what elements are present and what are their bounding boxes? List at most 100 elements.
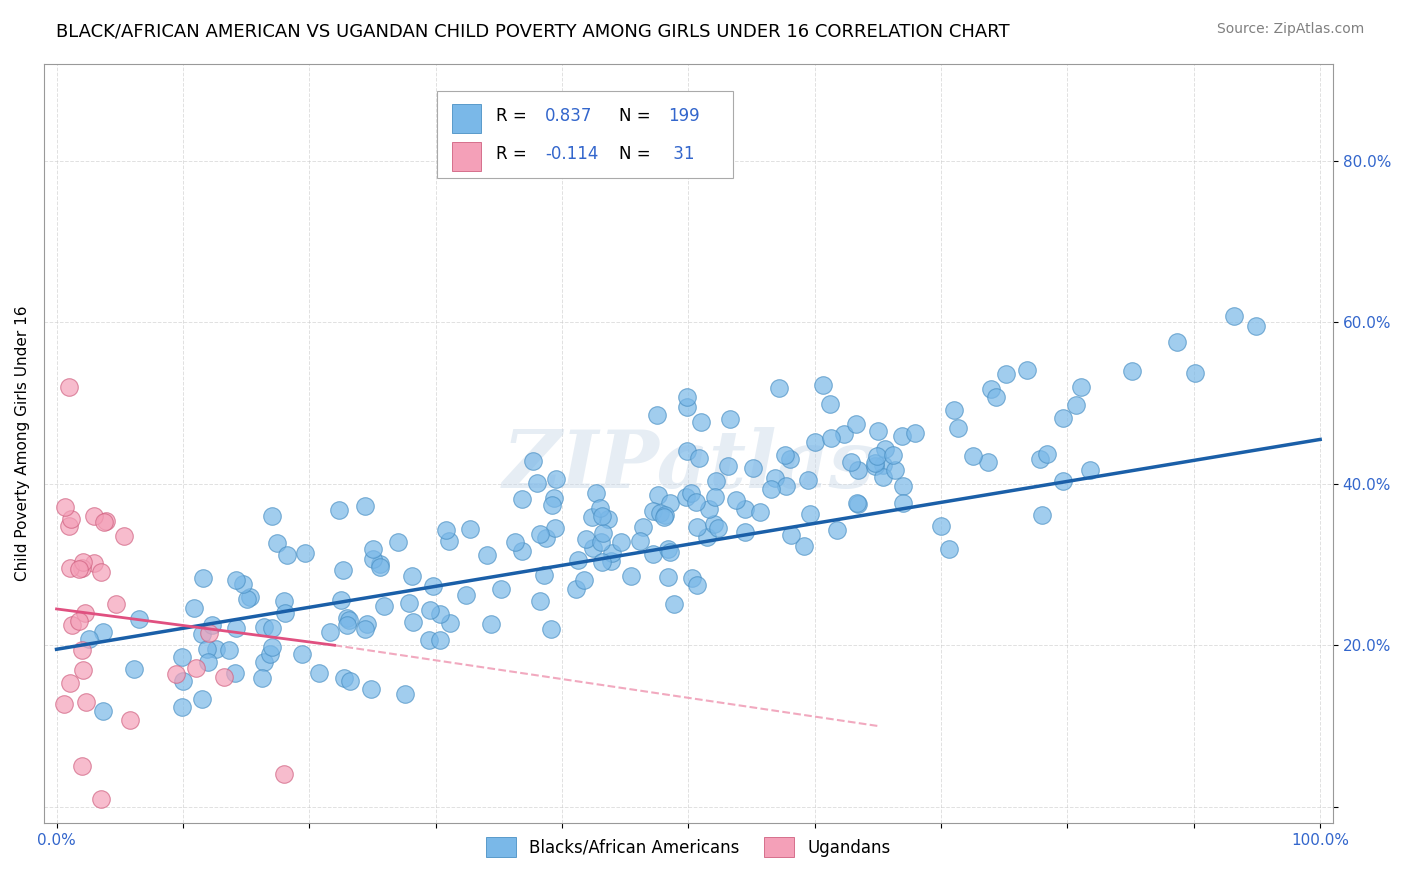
Point [654, 508, 676, 522]
Point [759, 482, 782, 496]
Point [262, 621, 284, 635]
Point [419, 603, 441, 617]
Point [239, 591, 262, 605]
Point [1166, 335, 1188, 350]
Point [60, 512, 83, 526]
Point [567, 553, 589, 567]
Point [90, 565, 112, 579]
Point [652, 510, 675, 524]
Text: N =: N = [619, 145, 655, 163]
Point [591, 535, 613, 549]
Point [67, 615, 90, 629]
Point [170, 650, 193, 665]
Point [332, 563, 354, 577]
Text: R =: R = [496, 145, 533, 163]
Point [686, 520, 709, 534]
Point [820, 432, 842, 446]
Point [773, 449, 796, 463]
Point [172, 699, 194, 714]
Point [53, 500, 76, 514]
Point [658, 496, 681, 510]
Point [354, 500, 377, 514]
Point [252, 619, 274, 633]
Point [70, 643, 93, 657]
Point [454, 588, 477, 602]
Point [704, 490, 727, 504]
Point [59, 676, 82, 690]
Point [1029, 452, 1052, 467]
Point [688, 451, 710, 466]
Point [891, 496, 914, 510]
Point [696, 530, 718, 544]
Point [592, 526, 614, 541]
Point [398, 597, 420, 611]
Point [337, 613, 360, 627]
Point [402, 615, 425, 629]
Point [1184, 366, 1206, 380]
Point [872, 458, 894, 472]
Point [647, 488, 669, 502]
Point [510, 544, 533, 558]
Point [681, 571, 703, 585]
Point [872, 470, 894, 484]
Point [1121, 363, 1143, 377]
Text: R =: R = [496, 107, 533, 125]
Point [763, 471, 786, 485]
Text: 0.837: 0.837 [546, 107, 593, 125]
Point [253, 656, 276, 670]
Point [581, 510, 603, 524]
Point [811, 377, 834, 392]
Point [585, 485, 607, 500]
Point [839, 455, 862, 469]
Point [658, 545, 681, 559]
Point [995, 367, 1018, 381]
Point [70, 759, 93, 773]
Point [882, 448, 904, 462]
Point [439, 534, 461, 549]
Point [201, 618, 224, 632]
Point [336, 618, 359, 632]
Point [943, 402, 966, 417]
Point [929, 519, 952, 533]
Point [873, 442, 896, 457]
Point [214, 670, 236, 684]
Point [522, 454, 544, 468]
Point [779, 451, 801, 466]
Point [308, 665, 330, 680]
Point [1031, 508, 1053, 522]
Point [489, 582, 512, 597]
Point [1246, 319, 1268, 334]
Point [675, 490, 697, 504]
Text: 31: 31 [668, 145, 695, 163]
Point [328, 503, 350, 517]
Point [387, 534, 409, 549]
FancyBboxPatch shape [453, 104, 481, 133]
Point [429, 633, 451, 648]
Point [128, 612, 150, 626]
Point [697, 501, 720, 516]
Point [679, 486, 702, 500]
Point [224, 665, 246, 680]
Point [291, 647, 314, 661]
Point [90, 791, 112, 805]
Point [394, 687, 416, 701]
Point [361, 551, 384, 566]
Point [1064, 398, 1087, 412]
Point [825, 524, 848, 538]
Point [540, 622, 562, 636]
Point [741, 460, 763, 475]
Point [631, 520, 654, 534]
Text: -0.114: -0.114 [546, 145, 599, 163]
Point [104, 597, 127, 611]
Text: 199: 199 [668, 107, 699, 125]
Point [582, 541, 605, 555]
Point [112, 529, 135, 543]
Point [373, 599, 395, 614]
Point [775, 478, 797, 492]
Point [529, 527, 551, 541]
Point [225, 621, 247, 635]
Point [422, 579, 444, 593]
Point [707, 521, 730, 535]
Point [370, 557, 392, 571]
Point [533, 568, 555, 582]
